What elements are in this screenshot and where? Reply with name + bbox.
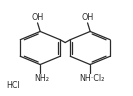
Text: NH₂: NH₂: [34, 74, 49, 83]
Text: NH·Cl₂: NH·Cl₂: [79, 74, 104, 83]
Text: OH: OH: [81, 13, 94, 22]
Text: OH: OH: [31, 13, 44, 22]
Text: HCl: HCl: [6, 81, 20, 90]
